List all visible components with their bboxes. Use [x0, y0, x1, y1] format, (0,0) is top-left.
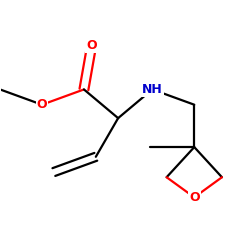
- Text: O: O: [189, 191, 200, 204]
- Text: NH: NH: [142, 83, 163, 96]
- Text: O: O: [37, 98, 47, 111]
- Text: O: O: [86, 39, 97, 52]
